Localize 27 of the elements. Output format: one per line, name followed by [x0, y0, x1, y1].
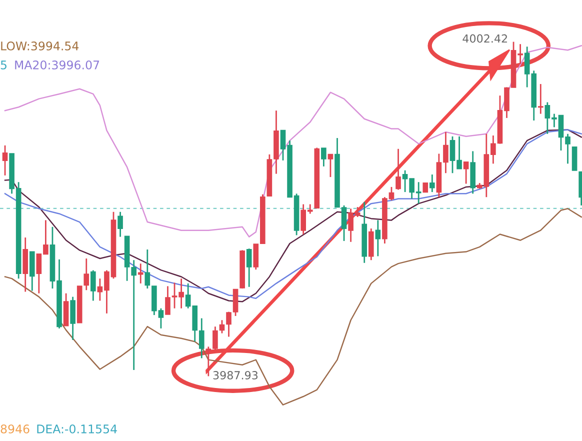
candlestick — [144, 248, 150, 290]
candlestick — [2, 144, 8, 176]
candlestick — [84, 258, 90, 291]
candlestick — [328, 154, 334, 178]
annotation: 4002.42 — [462, 34, 507, 43]
annotation: MA20:3996.07 — [15, 60, 100, 70]
candlestick — [219, 319, 225, 334]
annotation: LOW:3994.54 — [1, 41, 79, 50]
annotation: 3987.93 — [213, 371, 258, 380]
candlestick — [118, 211, 123, 238]
candlestick — [422, 182, 428, 193]
candlestick — [90, 270, 96, 302]
candlestick — [375, 220, 381, 257]
candlestick — [463, 161, 469, 184]
text: DEA:-0.11554 — [37, 424, 117, 434]
candlestick — [138, 262, 144, 284]
candlestick — [321, 147, 326, 168]
candlestick — [198, 318, 204, 359]
candlestick — [70, 296, 76, 341]
candlestick — [396, 148, 401, 190]
candlestick — [63, 292, 69, 326]
candlestick — [246, 248, 252, 288]
candlestick — [538, 83, 544, 114]
candlestick — [572, 146, 578, 171]
annotation: 5 — [0, 60, 6, 70]
candlestick — [430, 174, 435, 193]
text: 8946 — [0, 424, 30, 434]
